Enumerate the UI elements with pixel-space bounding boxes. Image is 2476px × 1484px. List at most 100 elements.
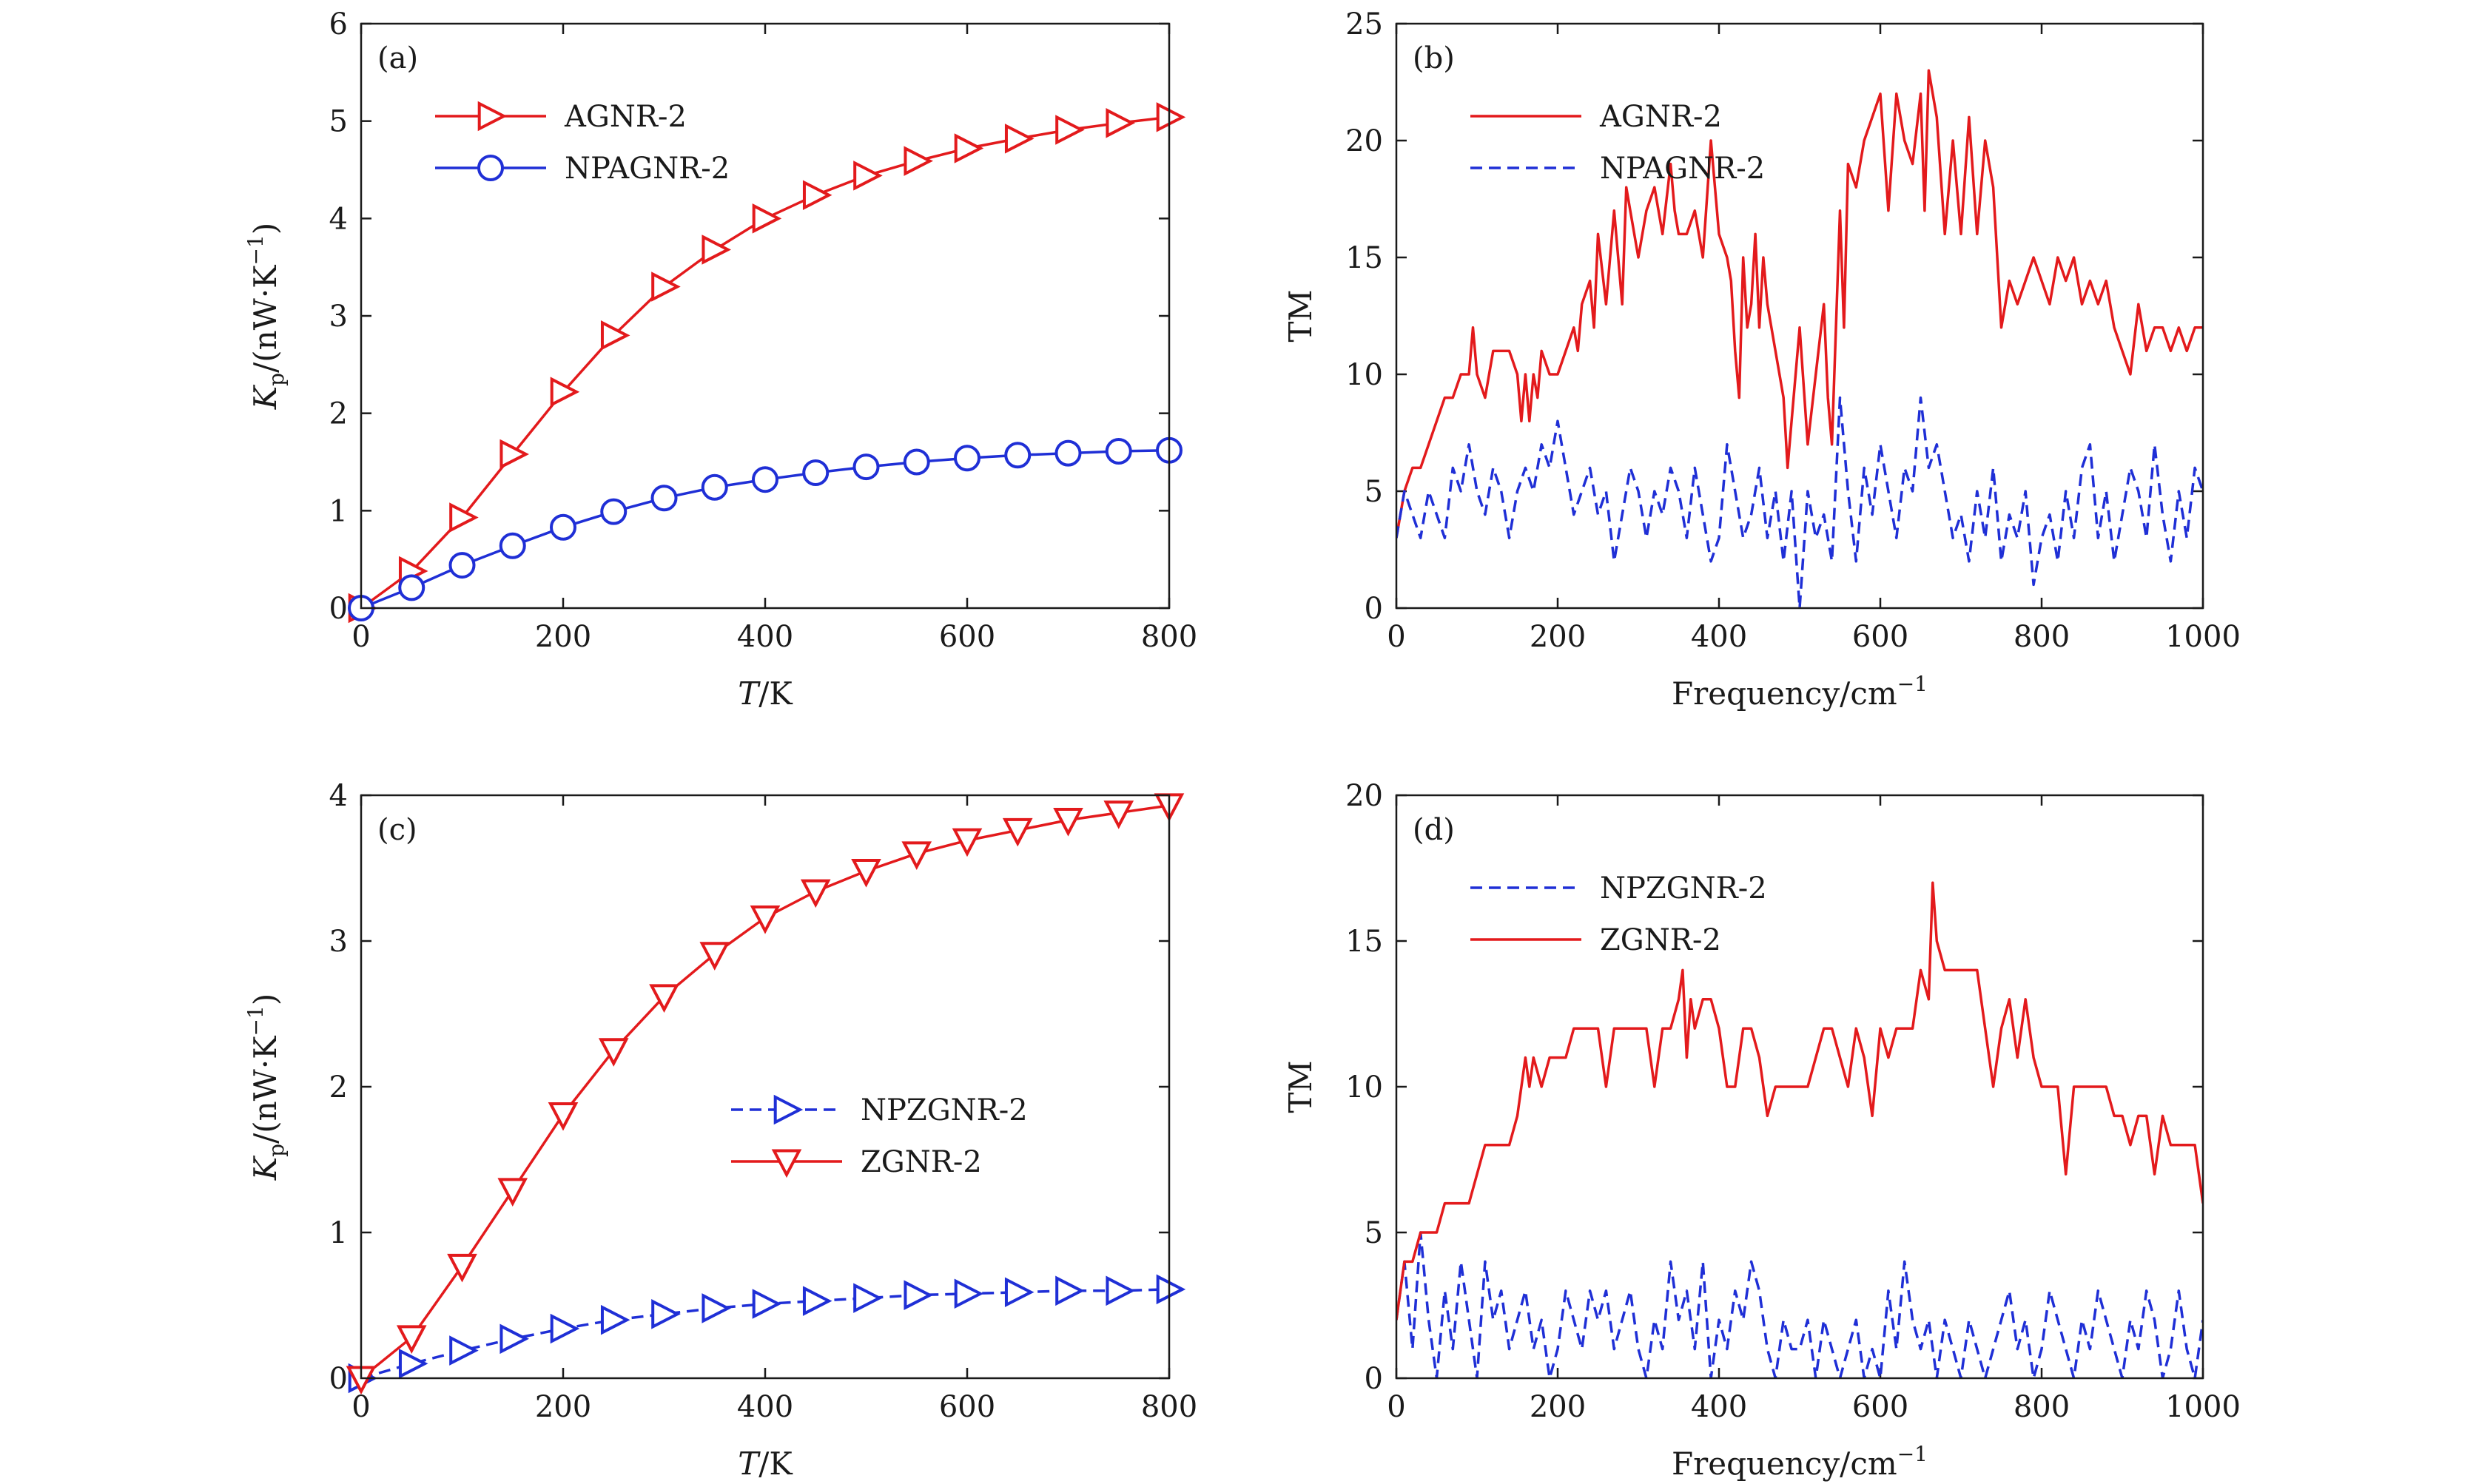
data-point [852,453,880,481]
data-point [550,513,576,541]
data-point [499,439,529,470]
y-tick-label: 1 [329,1216,348,1250]
data-point [548,1102,579,1131]
x-tick-label: 600 [939,620,995,654]
series-npagnr-2 [1396,396,2203,608]
data-point [396,1325,427,1354]
data-point [600,1304,630,1335]
data-point [600,320,630,351]
y-tick-label: 10 [1345,358,1383,392]
x-tick-label: 400 [737,620,793,654]
x-tick-label: 0 [351,1390,370,1424]
y-tick-label: 5 [329,105,348,139]
chart-panel-d: 0 200 400 600 800 1000 0 5 10 15 20 (d) NPZGNR-2 ZGNR… [1282,779,2241,1482]
data-point [1156,1274,1186,1305]
data-point [499,532,526,559]
legend-label: AGNR-2 [1599,100,1722,134]
y-tick-label: 5 [1365,1216,1383,1250]
data-point [550,377,580,407]
legend: AGNR-2 NPAGNR-2 [435,100,730,186]
plot-frame [360,794,1171,1380]
series-markers [346,793,1185,1395]
data-point [903,448,930,476]
y-tick-label: 0 [329,592,348,626]
panel-label: (c) [377,813,417,847]
series-markers [348,1274,1186,1394]
data-point [1004,1277,1035,1308]
x-tick-label: 200 [1530,1390,1586,1424]
legend: NPZGNR-2 ZGNR-2 [1470,871,1767,957]
x-tick-label: 600 [1852,620,1908,654]
data-point [398,574,425,601]
panel-label: (a) [377,41,418,75]
y-tick-label: 6 [329,7,348,41]
x-tick-label: 800 [2014,620,2070,654]
data-point [802,1286,832,1316]
x-tick-label: 800 [1141,620,1197,654]
data-point [752,203,782,234]
series-line [1396,881,2203,1321]
x-axis-label: Frequency/cm−1 [1672,672,1928,712]
x-tick-label: 600 [1852,1390,1908,1424]
x-tick-label: 800 [1141,1390,1197,1424]
y-tick-label: 10 [1345,1070,1383,1104]
data-point [699,942,730,971]
y-tick-label: 2 [329,397,348,431]
y-tick-label: 5 [1365,475,1383,509]
series-line [361,115,1169,608]
data-point [1105,438,1132,465]
data-point [752,1289,782,1319]
data-point [1004,442,1032,469]
y-tick-label: 3 [329,300,348,334]
data-point [1053,808,1083,837]
data-point [649,984,679,1013]
x-tick-label: 800 [2014,1390,2070,1424]
y-tick-label: 3 [329,925,348,959]
data-point [853,1283,883,1313]
data-point [954,1278,984,1309]
y-tick-label: 0 [1365,592,1383,626]
series-agnr-2 [1396,69,2203,539]
legend-label: NPZGNR-2 [861,1093,1028,1127]
chart-panel-a: 0 200 400 600 800 0 1 2 3 4 5 6 (a) AGNR-2 NPAGNR-2 T/K… [243,7,1197,712]
data-point [1103,800,1134,829]
data-point [550,1313,580,1344]
data-point [651,271,681,302]
y-axis-label: TM [1282,1060,1319,1113]
plot-frame [360,22,1171,610]
panel-label: (b) [1413,41,1455,75]
y-tick-label: 20 [1345,124,1383,158]
x-tick-label: 400 [737,1390,793,1424]
legend-label: ZGNR-2 [861,1145,982,1179]
x-tick-label: 200 [535,620,591,654]
legend-marker [771,1149,802,1178]
chart-panel-b: 0 200 400 600 800 1000 0 5 10 15 20 25 (b) AGNR-2 NPAG… [1282,7,2241,712]
legend: NPZGNR-2 ZGNR-2 [731,1093,1028,1179]
data-point [954,445,980,472]
data-point [904,146,933,176]
data-point [851,858,881,888]
legend-label: NPAGNR-2 [1600,152,1765,186]
x-tick-label: 400 [1691,620,1747,654]
data-point [1055,1275,1085,1306]
series-markers [348,102,1186,624]
y-axis-label: TM [1282,289,1319,342]
data-point [1156,102,1186,132]
x-tick-label: 1000 [2165,620,2241,654]
x-axis-label: Frequency/cm−1 [1672,1442,1928,1482]
data-point [954,133,984,163]
series-line [1396,396,2203,608]
panel-label: (d) [1413,813,1455,847]
y-tick-label: 2 [329,1070,348,1104]
data-point [702,1293,731,1323]
data-point [1004,124,1035,154]
y-tick-label: 0 [1365,1362,1383,1396]
legend-label: ZGNR-2 [1600,923,1721,957]
legend-marker [773,1094,804,1125]
data-point [701,473,728,501]
data-point [650,485,678,512]
x-tick-label: 600 [939,1390,995,1424]
series-npzgnr-2 [1396,1231,2203,1378]
x-tick-label: 200 [1530,620,1586,654]
